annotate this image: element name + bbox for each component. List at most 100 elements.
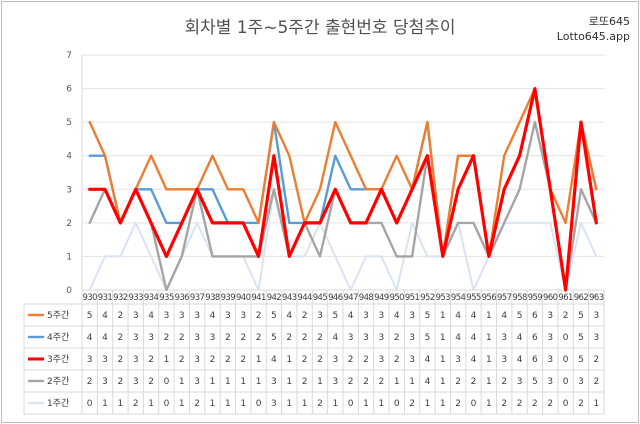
data-table-cell: 2 [501,377,507,387]
data-table-cell: 5 [271,333,277,343]
x-tick-label: 942 [267,293,282,303]
data-table-cell: 2 [517,399,523,409]
data-table-cell: 2 [148,377,154,387]
data-table-cell: 6 [532,333,538,343]
data-table-cell: 2 [593,355,599,365]
data-table-cell: 4 [425,377,431,387]
data-table-cell: 3 [271,399,277,409]
data-table-cell: 2 [348,377,354,387]
data-table-cell: 2 [256,333,262,343]
data-table-cell: 4 [517,355,523,365]
x-tick-label: 937 [190,293,205,303]
y-tick-label: 5 [66,118,72,128]
x-tick-label: 951 [405,293,420,303]
data-table-cell: 3 [547,377,553,387]
data-table-cell: 3 [271,377,277,387]
data-table-cell: 3 [348,333,354,343]
data-table-cell: 4 [471,311,477,321]
data-table-cell: 0 [563,333,569,343]
data-table-cell: 2 [302,377,308,387]
data-table-cell: 1 [486,377,492,387]
x-tick-label: 955 [466,293,481,303]
x-tick-label: 938 [205,293,220,303]
data-table-cell: 4 [394,311,400,321]
series-line-1 [88,87,598,258]
data-table-cell: 2 [394,333,400,343]
data-table-cell: 0 [164,377,170,387]
x-tick-label: 960 [543,293,558,303]
data-table-cell: 1 [240,377,246,387]
data-table-cell: 3 [501,355,507,365]
data-table-cell: 1 [256,377,262,387]
data-table-cell: 2 [593,377,599,387]
data-table-cell: 3 [578,377,584,387]
data-table-cell: 1 [486,355,492,365]
data-table-cell: 5 [578,311,584,321]
data-table-cell: 3 [133,311,139,321]
data-table-cell: 3 [164,311,170,321]
data-table-cell: 3 [363,333,369,343]
data-table-cell: 3 [332,377,338,387]
x-tick-label: 963 [589,293,604,303]
data-table-cell: 3 [409,333,415,343]
data-table-cell: 2 [179,333,185,343]
data-table-cell: 5 [425,333,431,343]
x-tick-label: 945 [313,293,328,303]
data-table-cell: 2 [532,399,538,409]
data-table-cell: 4 [471,355,477,365]
x-tick-label: 949 [374,293,389,303]
data-table-cell: 2 [501,399,507,409]
data-table-cell: 2 [394,355,400,365]
data-table-cell: 1 [440,355,446,365]
data-table-cell: 3 [317,311,323,321]
data-table-cell: 0 [394,399,400,409]
data-table-cell: 1 [363,399,369,409]
data-table-cell: 5 [87,311,93,321]
data-table-cell: 0 [164,399,170,409]
data-table-cell: 3 [210,333,216,343]
data-table-cell: 0 [563,377,569,387]
data-table-cell: 4 [286,311,292,321]
data-table-cell: 2 [286,333,292,343]
data-table-cell: 3 [379,355,385,365]
data-table-cell: 3 [102,377,108,387]
data-table-cell: 2 [225,333,231,343]
data-table-cell: 2 [363,377,369,387]
data-table-cell: 3 [133,355,139,365]
data-table-cell: 2 [471,377,477,387]
data-table-cell: 4 [455,311,461,321]
series-line-3 [88,86,598,292]
data-table-cell: 1 [286,377,292,387]
legend-label: 1주간 [47,398,69,409]
data-table-cell: 1 [179,377,185,387]
data-table-cell: 1 [440,377,446,387]
x-tick-label: 954 [451,293,466,303]
x-tick-label: 957 [497,293,512,303]
x-tick-label: 936 [175,293,190,303]
data-table-cell: 5 [517,311,523,321]
data-table-cell: 1 [394,377,400,387]
x-tick-label: 933 [129,293,144,303]
x-tick-label: 948 [359,293,374,303]
data-table-cell: 3 [225,311,231,321]
data-table-cell: 4 [332,333,338,343]
x-tick-label: 944 [297,293,312,303]
data-table-cell: 1 [118,399,124,409]
data-table-cell: 2 [578,399,584,409]
data-table-cell: 3 [547,355,553,365]
data-table-cell: 3 [179,311,185,321]
data-table-cell: 5 [271,311,277,321]
data-table-cell: 3 [332,355,338,365]
y-tick-label: 7 [66,51,72,61]
data-table-cell: 3 [455,355,461,365]
chart-title: 회차별 1주~5주간 출현번호 당첨추이 [184,18,456,38]
data-table-cell: 2 [302,355,308,365]
data-table-cell: 3 [240,311,246,321]
data-table-cell: 2 [455,399,461,409]
data-table-cell: 0 [563,399,569,409]
y-tick-label: 1 [66,252,72,262]
data-table-cell: 2 [317,355,323,365]
legend-label: 2주간 [47,376,69,387]
